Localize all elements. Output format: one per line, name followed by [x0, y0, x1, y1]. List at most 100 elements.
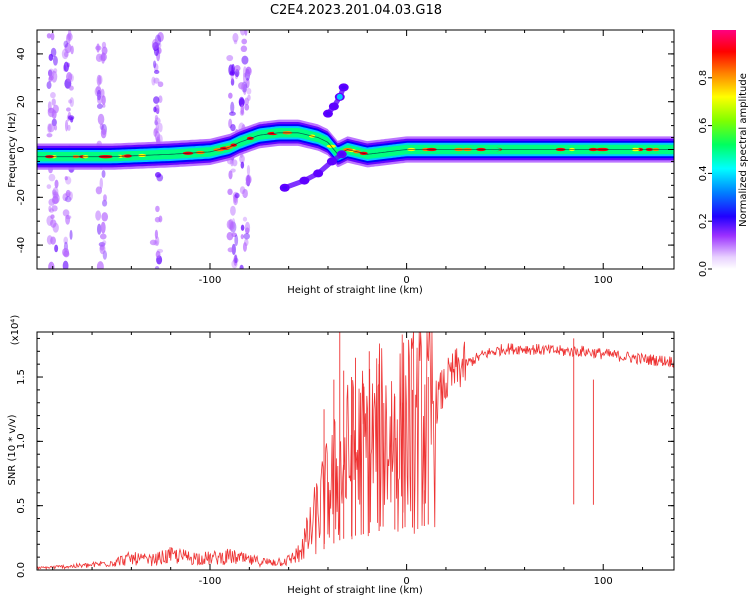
spectrogram-noise-blob	[65, 214, 71, 225]
spectrogram-noise-blob	[70, 45, 74, 55]
spectrogram-noise-blob	[50, 92, 56, 99]
spectrogram-noise-blob	[246, 87, 252, 95]
spectrogram-noise-blob	[231, 63, 235, 76]
spectrogram-noise-blob	[102, 240, 107, 245]
spectrogram-noise-blob	[63, 236, 69, 245]
spectrogram-noise-blob	[234, 254, 238, 264]
spectrogram-noise-blob	[154, 266, 160, 269]
spectrogram-plot	[37, 30, 674, 269]
spectrogram-noise-blob	[100, 88, 105, 98]
spectrogram-noise-blob	[95, 210, 102, 221]
spectrogram-noise-blob	[227, 247, 234, 253]
spectrogram-noise-blob	[158, 122, 163, 133]
spectrogram-noise-blob	[153, 106, 157, 113]
spectrogram-y-tick-label: 0	[16, 146, 27, 152]
spectrogram-y-tick-label: 20	[16, 95, 27, 108]
spectrogram-noise-blob	[64, 42, 72, 54]
colorbar-tick-label: 0.6	[698, 118, 709, 134]
spectrogram-noise-blob	[67, 115, 75, 121]
spectrogram-x-tick-label: 0	[403, 275, 409, 286]
snr-y-tick-label: 1.5	[16, 369, 27, 385]
colorbar-tick-label: 0.8	[698, 70, 709, 86]
spectrogram-noise-blob	[234, 234, 239, 247]
spectrogram-noise-blob	[50, 214, 55, 220]
spectrogram-noise-blob	[154, 114, 159, 121]
snr-x-tick-label: -100	[199, 576, 222, 587]
spectrogram-noise-blob	[51, 196, 59, 205]
spectrogram-noise-blob	[153, 96, 160, 104]
spectrogram-noise-blob	[245, 174, 252, 185]
spectrogram-noise-blob	[244, 103, 250, 111]
spectrogram-noise-blob	[230, 78, 235, 86]
spectrogram-noise-blob	[48, 53, 54, 61]
spectrogram-upper-branch-core	[336, 93, 343, 100]
spectrogram-noise-blob	[47, 101, 52, 111]
spectrogram-noise-blob	[244, 30, 248, 36]
spectrogram-noise-blob	[239, 154, 245, 164]
spectrogram-noise-blob	[66, 72, 73, 82]
spectrogram-noise-blob	[230, 73, 234, 82]
spectrogram-noise-blob	[99, 233, 107, 240]
figure-title: C2E4.2023.201.04.03.G18	[270, 3, 442, 18]
spectrogram-noise-blob	[244, 97, 249, 106]
spectrogram-x-label: Height of straight line (km)	[287, 285, 423, 296]
spectrogram-noise-blob	[49, 208, 54, 213]
spectrogram-noise-blob	[231, 218, 236, 229]
spectrogram-noise-blob	[155, 250, 161, 259]
colorbar-tick-label: 0.2	[698, 213, 709, 229]
spectrogram-noise-blob	[54, 124, 58, 131]
spectrogram-noise-blob	[54, 244, 59, 253]
spectrogram-noise-blob	[151, 76, 156, 86]
spectrogram-noise-blob	[243, 233, 250, 240]
spectrogram-noise-blob	[102, 103, 106, 108]
spectrogram-noise-blob	[47, 123, 55, 133]
colorbar-tick-label: 0.0	[698, 261, 709, 277]
spectrogram-noise-blob	[233, 39, 238, 45]
spectrogram-noise-blob	[98, 75, 103, 85]
snr-x-tick-label: 0	[403, 576, 409, 587]
spectrogram-noise-blob	[68, 85, 74, 91]
spectrogram-noise-blob	[229, 111, 236, 116]
snr-frame	[36, 331, 675, 571]
spectrogram-noise-blob	[100, 128, 107, 139]
snr-x-label: Height of straight line (km)	[287, 585, 423, 596]
colorbar-ticks: 0.0 0.2 0.4 0.6 0.8	[698, 70, 712, 277]
snr-y-multiplier: (x10⁴)	[10, 315, 21, 346]
spectrogram-noise-blob	[46, 33, 52, 39]
spectrogram-noise-blob	[96, 74, 102, 86]
spectrogram-noise-blob	[68, 191, 73, 201]
spectrogram-noise-blob	[153, 77, 160, 84]
spectrogram-noise-blob	[53, 68, 58, 74]
spectrogram-noise-blob	[242, 188, 248, 199]
spectrogram-noise-blob	[48, 173, 56, 182]
spectrogram-noise-blob	[95, 45, 102, 51]
spectrogram-noise-blob	[51, 205, 58, 212]
spectrogram-noise-blob	[65, 107, 71, 112]
spectrogram-noise-blob	[228, 218, 234, 231]
spectrogram-noise-blob	[156, 173, 164, 182]
spectrogram-noise-blob	[65, 33, 71, 45]
spectrogram-noise-blob	[228, 170, 233, 180]
snr-panel: -100 0 100 0.0 0.5 1.0 1.5 Height of straight …	[7, 315, 675, 596]
spectrogram-noise-blob	[54, 179, 59, 189]
spectrogram-noise-blob	[95, 53, 103, 62]
spectrogram-noise-blob	[157, 32, 164, 42]
colorbar-tick-label: 0.4	[698, 165, 709, 181]
spectrogram-noise-blob	[240, 224, 245, 231]
spectrogram-noise-blob	[239, 264, 244, 269]
spectrogram-y-tick-label: 40	[16, 48, 27, 61]
spectrogram-noise-blob	[46, 184, 52, 189]
spectrogram-noise-blob	[46, 133, 53, 138]
spectrogram-noise-blob	[48, 75, 54, 81]
spectrogram-noise-blob	[96, 95, 103, 105]
spectrogram-noise-blob	[228, 92, 233, 99]
spectrogram-noise-blob	[52, 186, 59, 197]
spectrogram-noise-blob	[230, 101, 235, 114]
spectrogram-noise-blob	[238, 98, 245, 108]
spectrogram-noise-blob	[63, 51, 69, 58]
spectrogram-noise-blob	[239, 30, 246, 36]
spectrogram-noise-blob	[50, 219, 57, 228]
spectrogram-noise-blob	[95, 186, 103, 195]
spectrogram-noise-blob	[227, 188, 233, 195]
